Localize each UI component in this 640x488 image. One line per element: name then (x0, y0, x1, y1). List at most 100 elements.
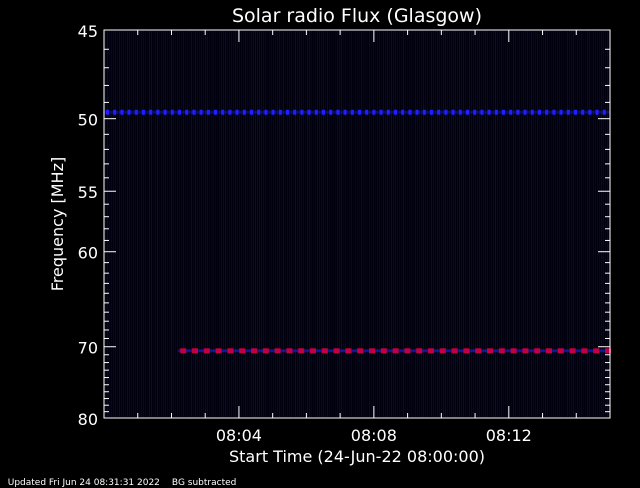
noise-column (117, 31, 118, 417)
noise-column (515, 31, 516, 417)
noise-column (605, 31, 606, 417)
noise-column (317, 31, 318, 417)
noise-column (309, 31, 310, 417)
noise-column (601, 31, 602, 417)
y-tick-label: 55 (78, 183, 98, 202)
band-dash (475, 348, 482, 354)
noise-column (489, 31, 490, 417)
noise-column (551, 31, 552, 417)
noise-column (179, 31, 180, 417)
noise-column (505, 31, 506, 417)
band-dash (458, 109, 462, 115)
noise-column (583, 31, 584, 417)
band-dash (365, 109, 369, 115)
noise-column (567, 31, 568, 417)
band-dash (480, 109, 484, 115)
noise-column (143, 31, 144, 417)
noise-column (153, 31, 154, 417)
noise-column (305, 31, 306, 417)
x-axis-label: Start Time (24-Jun-22 08:00:00) (229, 447, 485, 466)
band-dash (251, 348, 258, 354)
band-dash (185, 109, 189, 115)
noise-column (155, 31, 156, 417)
band-dash (502, 109, 505, 115)
noise-column (121, 31, 122, 417)
x-tick-label: 08:04 (216, 426, 262, 445)
noise-column (133, 31, 134, 417)
noise-column (555, 31, 556, 417)
noise-column (459, 31, 460, 417)
noise-column (559, 31, 560, 417)
band-dash (369, 348, 376, 354)
noise-column (139, 31, 140, 417)
band-dash (581, 109, 585, 115)
noise-column (147, 31, 148, 417)
noise-column (391, 31, 392, 417)
noise-column (581, 31, 582, 417)
noise-column (573, 31, 574, 417)
band-dash (602, 109, 606, 115)
band-dash (149, 109, 153, 115)
noise-column (507, 31, 508, 417)
noise-column (411, 31, 412, 417)
noise-column (377, 31, 378, 417)
band-dash (203, 348, 210, 354)
noise-column (203, 31, 204, 417)
noise-column (223, 31, 224, 417)
band-dash (215, 348, 222, 354)
noise-column (235, 31, 236, 417)
noise-column (485, 31, 486, 417)
band-dash (271, 109, 275, 115)
noise-column (265, 31, 266, 417)
noise-column (237, 31, 238, 417)
noise-column (315, 31, 316, 417)
band-dash (163, 109, 167, 115)
noise-column (291, 31, 292, 417)
noise-column (379, 31, 380, 417)
noise-column (335, 31, 336, 417)
band-dash (120, 109, 124, 115)
noise-column (469, 31, 470, 417)
noise-column (531, 31, 532, 417)
noise-column (461, 31, 462, 417)
noise-column (491, 31, 492, 417)
noise-column (127, 31, 128, 417)
band-dash (180, 348, 187, 354)
band-dash (221, 109, 225, 115)
noise-column (425, 31, 426, 417)
band-dash (494, 109, 498, 115)
band-dash (422, 109, 426, 115)
band-dash (250, 109, 253, 115)
band-dash (286, 348, 293, 354)
noise-column (275, 31, 276, 417)
noise-column (149, 31, 150, 417)
band-dash (473, 109, 477, 115)
noise-column (385, 31, 386, 417)
noise-column (343, 31, 344, 417)
noise-column (171, 31, 172, 417)
band-dash (569, 348, 576, 354)
noise-column (313, 31, 314, 417)
noise-column (157, 31, 158, 417)
noise-column (225, 31, 226, 417)
band-dash (487, 109, 491, 115)
noise-column (113, 31, 114, 417)
noise-column (215, 31, 216, 417)
noise-column (135, 31, 136, 417)
noise-column (393, 31, 394, 417)
noise-column (571, 31, 572, 417)
band-dash (545, 109, 549, 115)
plot-background (104, 30, 610, 418)
y-tick-label: 80 (78, 410, 98, 429)
noise-column (497, 31, 498, 417)
noise-column (137, 31, 138, 417)
noise-column (321, 31, 322, 417)
band-dash (534, 348, 541, 354)
noise-column (479, 31, 480, 417)
band-dash (142, 109, 145, 115)
noise-column (443, 31, 444, 417)
noise-column (359, 31, 360, 417)
band-dash (127, 109, 131, 115)
band-dash (416, 348, 423, 354)
noise-column (125, 31, 126, 417)
